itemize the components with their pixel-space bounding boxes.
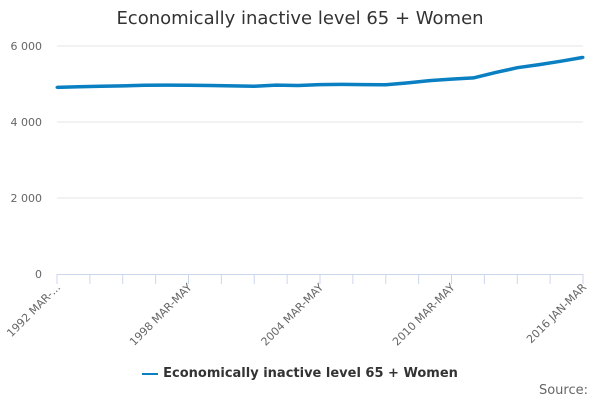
data-point bbox=[208, 84, 212, 88]
data-point bbox=[187, 83, 190, 87]
x-tick-label: 1992 MAR-... bbox=[4, 281, 63, 340]
chart-title: Economically inactive level 65 + Women bbox=[116, 8, 484, 29]
data-point bbox=[99, 84, 103, 88]
y-tick-label: 0 bbox=[35, 268, 42, 281]
data-point bbox=[274, 83, 278, 87]
data-point bbox=[406, 81, 410, 85]
data-point bbox=[230, 84, 234, 88]
data-point bbox=[537, 63, 541, 67]
data-point bbox=[581, 55, 585, 59]
data-point bbox=[362, 83, 366, 87]
x-tick-label: 2004 MAR-MAY bbox=[259, 281, 327, 349]
x-tick-label: 1998 MAR-MAY bbox=[127, 281, 195, 349]
data-point bbox=[143, 83, 147, 87]
y-tick-label: 4 000 bbox=[11, 116, 43, 129]
legend-swatch bbox=[142, 372, 159, 375]
data-point bbox=[384, 83, 388, 87]
data-point bbox=[296, 84, 300, 88]
data-point bbox=[318, 83, 322, 87]
data-point bbox=[340, 82, 344, 86]
legend-item[interactable]: Economically inactive level 65 + Women bbox=[0, 366, 600, 381]
data-point bbox=[252, 84, 256, 88]
y-tick-label: 2 000 bbox=[11, 192, 43, 205]
data-point bbox=[121, 84, 125, 88]
data-point bbox=[165, 83, 169, 87]
data-point bbox=[77, 85, 81, 89]
data-point bbox=[515, 66, 519, 70]
legend-label: Economically inactive level 65 + Women bbox=[163, 366, 458, 381]
series-line bbox=[56, 55, 584, 90]
x-tick-label: 2010 MAR-MAY bbox=[390, 281, 458, 349]
data-point bbox=[450, 77, 453, 81]
x-tick-label: 2016 JAN-MAR bbox=[524, 281, 589, 346]
source-label: Source: bbox=[538, 383, 588, 398]
data-point bbox=[493, 71, 497, 75]
data-point bbox=[428, 79, 432, 83]
data-point bbox=[559, 59, 563, 63]
y-tick-label: 6 000 bbox=[11, 40, 43, 53]
data-point bbox=[55, 85, 59, 89]
data-point bbox=[471, 76, 475, 80]
